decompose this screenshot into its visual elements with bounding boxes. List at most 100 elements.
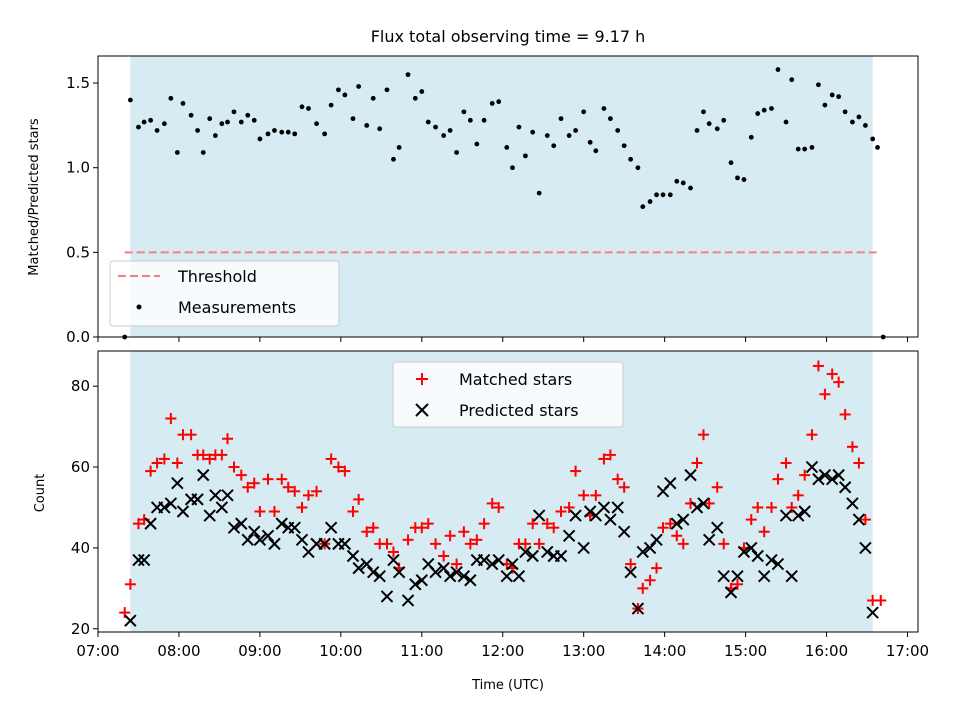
matched-star-point xyxy=(268,506,280,518)
measurement-point xyxy=(265,131,271,137)
measurement-point xyxy=(667,192,673,198)
measurement-point xyxy=(245,112,251,118)
top-axes-frame xyxy=(97,55,919,338)
predicted-star-point xyxy=(805,460,819,474)
predicted-star-point xyxy=(209,489,222,502)
predicted-star-point xyxy=(215,501,229,514)
measurement-point xyxy=(251,117,257,123)
measurement-point xyxy=(396,145,402,150)
matched-star-point xyxy=(402,534,414,546)
matched-star-point xyxy=(451,558,463,570)
matched-star-point xyxy=(430,538,442,550)
matched-star-point xyxy=(262,473,274,485)
matched-star-point xyxy=(651,562,663,574)
x-tick-label: 17:00 xyxy=(886,642,929,660)
predicted-star-point xyxy=(631,602,645,615)
matched-star-point xyxy=(387,546,399,558)
matched-star-point xyxy=(644,574,656,586)
predicted-star-point xyxy=(275,517,288,530)
matched-star-point xyxy=(478,518,490,530)
matched-star-point xyxy=(204,453,216,465)
predicted-star-point xyxy=(791,509,805,522)
matched-star-point xyxy=(703,497,715,509)
matched-star-point xyxy=(765,501,777,513)
measurement-point xyxy=(748,134,754,140)
predicted-star-point xyxy=(500,569,513,583)
matched-star-point xyxy=(353,493,365,505)
measurement-point xyxy=(328,102,334,108)
matched-star-point xyxy=(833,376,845,388)
matched-star-point xyxy=(332,461,344,473)
measurement-point xyxy=(377,126,383,132)
matched-star-point xyxy=(677,538,689,550)
bottom-axes-frame xyxy=(97,350,919,633)
predicted-star-point xyxy=(604,513,617,526)
measurement-point xyxy=(195,128,200,133)
measurement-point xyxy=(370,95,376,101)
x-tick-label: 13:00 xyxy=(562,642,605,660)
measurement-point xyxy=(789,77,795,83)
predicted-star-point xyxy=(779,509,793,522)
predicted-star-point xyxy=(457,569,471,583)
measurement-point xyxy=(496,99,502,105)
measurement-point xyxy=(856,114,862,120)
predicted-star-point xyxy=(624,565,637,579)
predicted-star-point xyxy=(664,477,677,490)
legend-measurements-swatch xyxy=(136,304,142,310)
measurement-point xyxy=(795,146,801,152)
measurement-point xyxy=(816,82,821,88)
matched-star-point xyxy=(361,526,373,538)
predicted-star-point xyxy=(526,549,539,563)
predicted-star-point xyxy=(261,529,275,542)
measurement-point xyxy=(188,112,194,118)
predicted-star-point xyxy=(124,614,137,627)
measurement-point xyxy=(523,153,528,159)
matched-star-point xyxy=(826,368,838,380)
matched-star-point xyxy=(612,473,624,485)
measurement-point xyxy=(200,150,206,155)
predicted-star-point xyxy=(846,497,859,510)
measurement-point xyxy=(674,178,680,184)
top-y-tick-label: 1.5 xyxy=(66,74,90,92)
predicted-star-point xyxy=(812,472,825,486)
measurement-point xyxy=(219,121,225,127)
measurement-point xyxy=(842,109,848,115)
bottom-y-axis-label: Count xyxy=(33,474,48,513)
predicted-star-point xyxy=(617,525,631,538)
predicted-star-point xyxy=(519,545,532,559)
measurement-point xyxy=(433,124,438,130)
predicted-star-point xyxy=(643,541,657,555)
x-tick-label: 15:00 xyxy=(724,642,767,660)
matched-star-point xyxy=(839,408,851,420)
measurement-point xyxy=(761,107,767,113)
measurement-point xyxy=(836,94,842,100)
matched-star-point xyxy=(731,578,743,590)
predicted-star-point xyxy=(492,553,505,567)
measurement-point xyxy=(566,133,572,138)
top-y-tick-label: 0.0 xyxy=(66,328,90,346)
measurement-point xyxy=(694,128,700,133)
predicted-star-point xyxy=(268,537,281,551)
matched-star-point xyxy=(197,449,209,461)
legend-matched-swatch xyxy=(416,373,428,385)
measurement-point xyxy=(391,156,396,162)
matched-star-point xyxy=(158,453,170,465)
matched-star-point xyxy=(519,538,531,550)
measurement-point xyxy=(741,177,747,182)
measurement-point xyxy=(829,92,835,98)
measurement-point xyxy=(257,136,263,142)
predicted-star-point xyxy=(583,505,597,518)
measurement-point xyxy=(504,145,510,150)
predicted-star-point xyxy=(702,533,716,547)
matched-star-point xyxy=(752,501,764,513)
x-tick-label: 16:00 xyxy=(805,642,848,660)
matched-star-point xyxy=(819,388,831,400)
measurement-point xyxy=(489,100,495,106)
matched-star-point xyxy=(222,433,234,445)
measurement-point xyxy=(231,109,237,115)
matched-star-point xyxy=(311,485,323,497)
predicted-star-point xyxy=(346,549,360,563)
predicted-star-point xyxy=(562,529,576,542)
measurement-point xyxy=(279,129,285,135)
measurement-point xyxy=(272,128,277,133)
